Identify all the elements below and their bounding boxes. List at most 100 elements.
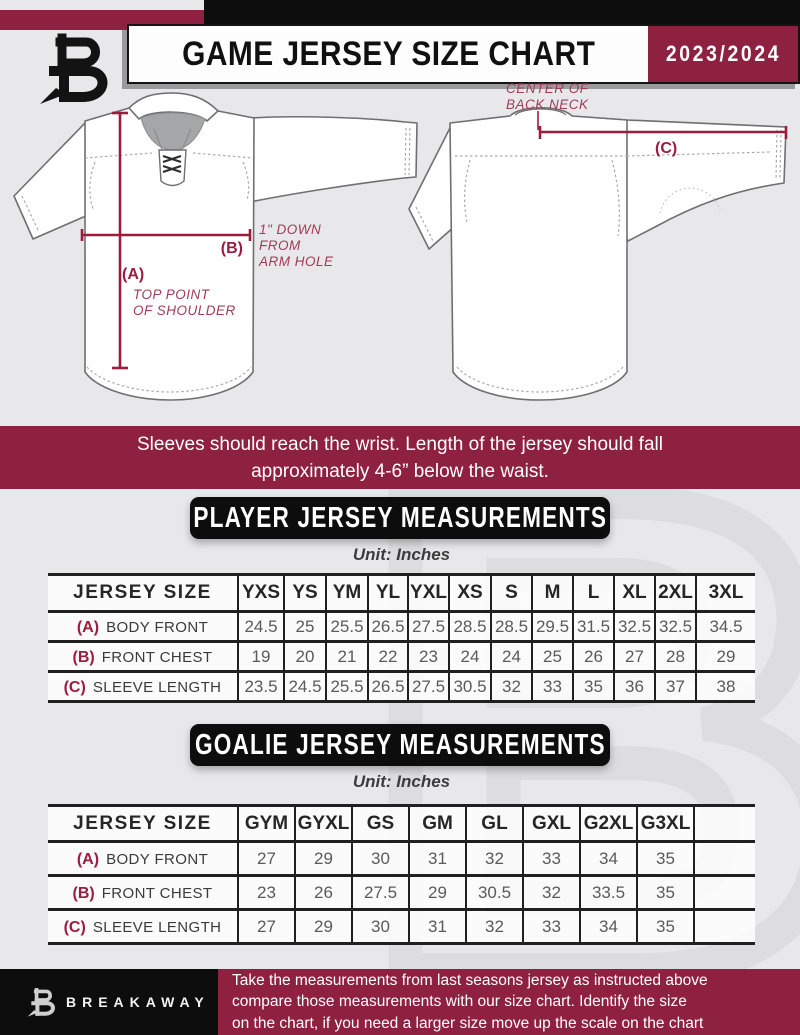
table-cell: 29: [294, 841, 352, 877]
table-cell: 37: [654, 671, 696, 703]
table-cell: 32.5: [613, 611, 655, 643]
table-cell: 30.5: [465, 875, 523, 911]
table-cell: 22: [367, 641, 408, 673]
label-a-caption-2: OF SHOULDER: [133, 303, 236, 318]
footer-instructions: Take the measurements from last seasons …: [218, 969, 800, 1035]
notice-line-2: approximately 4-6” below the waist.: [251, 460, 549, 482]
table-cell: 33: [522, 909, 580, 945]
fit-notice-banner: Sleeves should reach the wrist. Length o…: [0, 426, 800, 489]
table-cell: 27: [613, 641, 655, 673]
column-header: YS: [283, 574, 326, 613]
table-cell: 35: [636, 909, 694, 945]
table-cell: 26: [294, 875, 352, 911]
table-cell: 23: [237, 875, 295, 911]
footer-line-1: Take the measurements from last seasons …: [232, 971, 708, 989]
label-b: (B): [221, 240, 243, 257]
back-body: [449, 107, 628, 401]
player-header-row: JERSEY SIZE YXS YS YM YL YXL XS S M L XL…: [48, 574, 755, 613]
column-header: GS: [351, 805, 409, 843]
label-neck-caption-2: BACK NECK: [506, 97, 589, 112]
table-cell: 32: [490, 671, 532, 703]
column-header: GL: [465, 805, 523, 843]
row-label: (A) BODY FRONT: [48, 611, 238, 643]
table-cell: 33: [522, 841, 580, 877]
table-cell: 35: [636, 875, 694, 911]
label-b-caption-3: ARM HOLE: [258, 254, 334, 269]
table-cell: 26: [572, 641, 614, 673]
table-cell: 30: [351, 909, 409, 945]
table-row: (C) SLEEVE LENGTH 27 29 30 31 32 33 34 35: [48, 909, 755, 945]
label-b-caption-1: 1" DOWN: [259, 222, 321, 237]
empty-cell: [693, 909, 755, 945]
table-cell: 35: [572, 671, 614, 703]
column-header: XS: [448, 574, 491, 613]
table-cell: 33.5: [579, 875, 637, 911]
player-section-title: PLAYER JERSEY MEASUREMENTS: [190, 497, 610, 539]
player-size-table: JERSEY SIZE YXS YS YM YL YXL XS S M L XL…: [48, 573, 755, 703]
table-row: (B) FRONT CHEST 23 26 27.5 29 30.5 32 33.…: [48, 875, 755, 911]
table-cell: 32: [465, 909, 523, 945]
column-header: M: [531, 574, 573, 613]
table-cell: 27.5: [407, 671, 449, 703]
table-row: (B) FRONT CHEST 19 20 21 22 23 24 24 25 2…: [48, 641, 755, 673]
elbow-pad-outline: [659, 187, 721, 214]
player-unit-label: Unit: Inches: [352, 545, 451, 564]
column-header: YM: [325, 574, 368, 613]
table-cell: 25: [531, 641, 573, 673]
goalie-size-table: JERSEY SIZE GYM GYXL GS GM GL GXL G2XL G…: [48, 804, 755, 945]
label-neck-caption-1: CENTER OF: [506, 81, 589, 96]
footer-line-2: compare those measurements with our size…: [232, 993, 687, 1011]
table-cell: 31.5: [572, 611, 614, 643]
season-badge: 2023/2024: [648, 26, 798, 82]
row-label: (A) BODY FRONT: [48, 841, 238, 877]
table-cell: 38: [695, 671, 755, 703]
front-left-sleeve: [13, 121, 96, 240]
table-cell: 32.5: [654, 611, 696, 643]
footer-brand-block: BREAKAWAY: [0, 969, 218, 1035]
row-label: (C) SLEEVE LENGTH: [48, 671, 238, 703]
column-header: JERSEY SIZE: [48, 574, 238, 613]
label-b-caption-2: FROM: [259, 238, 301, 253]
goalie-section-title: GOALIE JERSEY MEASUREMENTS: [190, 724, 610, 766]
table-cell: 25.5: [325, 611, 368, 643]
table-cell: 30: [351, 841, 409, 877]
table-cell: 23.5: [237, 671, 284, 703]
table-cell: 31: [408, 909, 466, 945]
table-cell: 29.5: [531, 611, 573, 643]
column-header: YL: [367, 574, 408, 613]
empty-cell: [693, 805, 755, 843]
notice-line-1: Sleeves should reach the wrist. Length o…: [137, 433, 663, 455]
front-right-sleeve: [249, 115, 418, 203]
column-header: G2XL: [579, 805, 637, 843]
label-c: (C): [655, 140, 677, 157]
table-cell: 25.5: [325, 671, 368, 703]
measurement-lines: [80, 111, 788, 370]
table-cell: 27.5: [351, 875, 409, 911]
column-header: 2XL: [654, 574, 696, 613]
breakaway-b-logo: [40, 33, 108, 104]
column-header: JERSEY SIZE: [48, 805, 238, 843]
column-header: GYXL: [294, 805, 352, 843]
table-cell: 34: [579, 909, 637, 945]
empty-cell: [693, 875, 755, 911]
column-header: GYM: [237, 805, 295, 843]
column-header: S: [490, 574, 532, 613]
table-cell: 29: [408, 875, 466, 911]
row-label: (B) FRONT CHEST: [48, 875, 238, 911]
table-cell: 35: [636, 841, 694, 877]
front-neck-opening: [140, 112, 206, 151]
table-cell: 30.5: [448, 671, 491, 703]
table-cell: 24: [448, 641, 491, 673]
row-label: (B) FRONT CHEST: [48, 641, 238, 673]
table-row: (A) BODY FRONT 24.5 25 25.5 26.5 27.5 28.…: [48, 611, 755, 643]
column-header: GM: [408, 805, 466, 843]
table-cell: 24.5: [237, 611, 284, 643]
brand-name: BREAKAWAY: [66, 994, 210, 1010]
label-a: (A): [122, 266, 144, 283]
table-cell: 27: [237, 909, 295, 945]
table-cell: 29: [294, 909, 352, 945]
column-header: L: [572, 574, 614, 613]
column-header: G3XL: [636, 805, 694, 843]
table-cell: 19: [237, 641, 284, 673]
